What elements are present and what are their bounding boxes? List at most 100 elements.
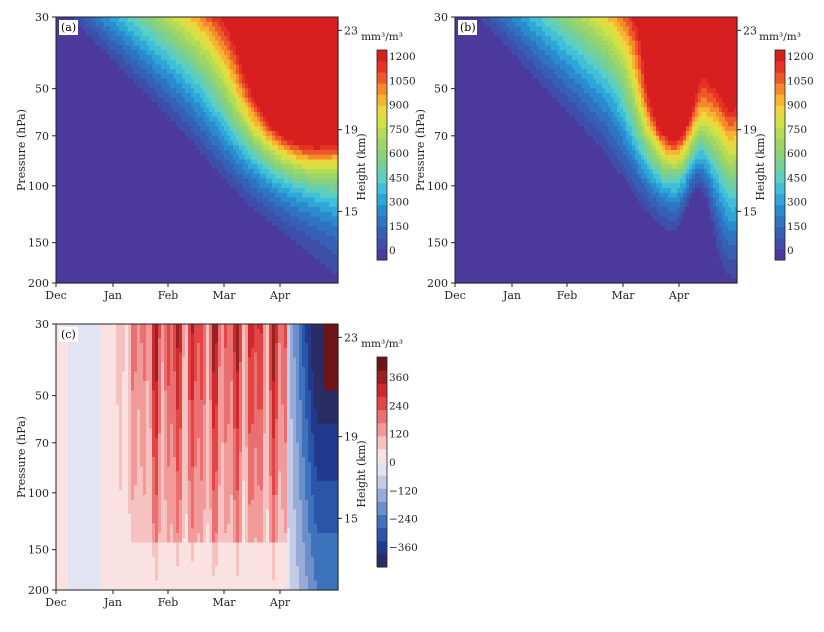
contour-cell <box>173 74 177 80</box>
contour-cell <box>89 207 93 213</box>
contour-cell <box>119 131 123 137</box>
contour-cell <box>191 202 195 208</box>
contour-cell <box>113 69 117 75</box>
contour-cell <box>122 183 126 189</box>
contour-cell <box>77 178 81 184</box>
contour-cell <box>161 145 165 151</box>
contour-cell <box>86 273 90 279</box>
contour-cell <box>149 259 153 265</box>
contour-cell <box>98 278 102 284</box>
contour-cell <box>101 55 105 61</box>
contour-cell <box>128 121 132 127</box>
contour-cell <box>137 278 141 284</box>
contour-cell <box>155 249 159 256</box>
contour-cell <box>176 159 180 165</box>
contour-cell <box>110 202 114 208</box>
contour-cell <box>77 116 81 123</box>
contour-field <box>56 17 339 284</box>
contour-cell <box>188 273 192 279</box>
contour-cell <box>128 273 132 279</box>
contour-cell <box>122 216 126 222</box>
contour-cell <box>173 150 177 156</box>
contour-cell <box>86 178 90 184</box>
contour-cell <box>83 169 87 175</box>
contour-cell <box>83 126 87 132</box>
contour-cell <box>110 207 114 213</box>
contour-cell <box>164 240 168 246</box>
contour-cell <box>182 112 186 118</box>
contour-cell <box>164 121 168 127</box>
contour-cell <box>68 254 72 260</box>
contour-cell <box>179 178 183 184</box>
contour-cell <box>140 78 144 85</box>
contour-cell <box>95 268 99 275</box>
contour-cell <box>188 268 192 275</box>
contour-cell <box>83 45 87 51</box>
contour-cell <box>101 245 105 251</box>
contour-cell <box>152 74 156 80</box>
contour-cell <box>86 278 90 284</box>
contour-cell <box>125 254 129 260</box>
contour-cell <box>152 150 156 156</box>
contour-cell <box>128 140 132 146</box>
contour-cell <box>80 145 84 151</box>
contour-cell <box>155 88 159 94</box>
contour-cell <box>125 178 129 184</box>
contour-cell <box>71 188 75 194</box>
contour-cell <box>185 188 189 194</box>
contour-cell <box>173 78 177 85</box>
contour-cell <box>113 36 117 42</box>
contour-cell <box>74 178 78 184</box>
contour-cell <box>56 59 60 66</box>
contour-cell <box>83 26 87 32</box>
contour-cell <box>143 159 147 165</box>
contour-cell <box>71 36 75 42</box>
contour-cell <box>119 154 123 161</box>
contour-cell <box>125 264 129 270</box>
contour-cell <box>95 140 99 146</box>
contour-cell <box>101 59 105 66</box>
contour-cell <box>140 126 144 132</box>
contour-cell <box>59 78 63 85</box>
contour-cell <box>146 140 150 146</box>
contour-cell <box>116 240 120 246</box>
contour-cell <box>158 211 162 218</box>
contour-cell <box>149 126 153 132</box>
contour-cell <box>152 245 156 251</box>
contour-cell <box>104 254 108 260</box>
contour-cell <box>98 173 102 180</box>
contour-cell <box>56 55 60 61</box>
contour-cell <box>146 278 150 284</box>
contour-cell <box>65 126 69 132</box>
contour-cell <box>131 121 135 127</box>
contour-cell <box>59 169 63 175</box>
contour-cell <box>77 264 81 270</box>
contour-cell <box>149 207 153 213</box>
contour-cell <box>125 131 129 137</box>
contour-cell <box>92 74 96 80</box>
contour-cell <box>119 45 123 51</box>
contour-cell <box>140 135 144 142</box>
contour-cell <box>182 221 186 227</box>
contour-cell <box>179 69 183 75</box>
contour-cell <box>185 230 189 237</box>
contour-cell <box>119 140 123 146</box>
contour-cell <box>185 69 189 75</box>
contour-cell <box>149 264 153 270</box>
contour-cell <box>62 273 66 279</box>
contour-cell <box>65 173 69 180</box>
contour-cell <box>116 192 120 199</box>
contour-cell <box>164 107 168 113</box>
contour-cell <box>74 154 78 161</box>
contour-cell <box>68 97 72 104</box>
contour-cell <box>170 40 174 47</box>
contour-cell <box>173 183 177 189</box>
contour-cell <box>92 197 96 203</box>
contour-cell <box>131 273 135 279</box>
contour-cell <box>188 121 192 127</box>
contour-cell <box>92 107 96 113</box>
contour-cell <box>188 40 192 47</box>
contour-cell <box>122 26 126 32</box>
contour-cell <box>62 216 66 222</box>
contour-cell <box>83 183 87 189</box>
